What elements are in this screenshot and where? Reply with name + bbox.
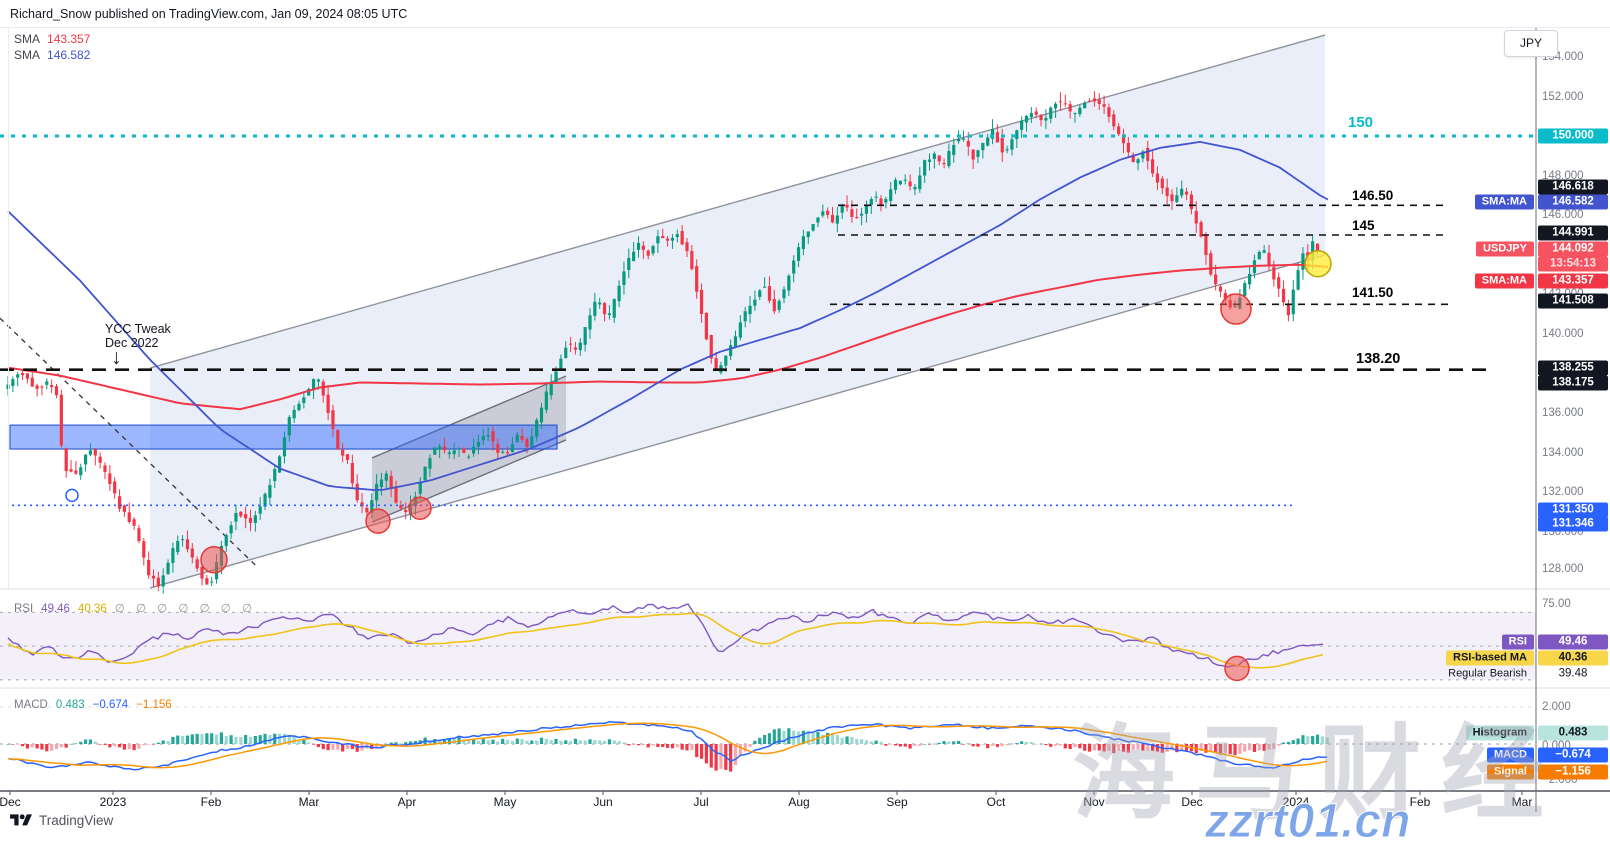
macd-hist-value: 0.483 [55, 699, 85, 711]
time-axis-tick: 2024 [1282, 795, 1310, 809]
time-axis-tick: Oct [986, 795, 1006, 809]
macd-legend[interactable]: MACD 0.483 −0.674 −1.156 [14, 699, 180, 711]
macd-pane[interactable] [0, 688, 1536, 791]
rsi-legend[interactable]: RSI 49.46 40.36 ∅ ∅ ∅ ∅ ∅ ∅ ∅ [14, 601, 264, 615]
price-level-label: 150 [1348, 114, 1374, 131]
tradingview-brand-text: TradingView [39, 813, 114, 828]
sma2-value: 146.582 [47, 48, 91, 62]
sma-legend: SMA 143.357 SMA 146.582 [14, 31, 90, 63]
price-axis-value-label: 39.48 [1558, 667, 1588, 680]
down-arrow-icon: ↓ [111, 346, 122, 369]
time-axis-tick: Jun [593, 795, 613, 809]
rsi-empty-values: ∅ ∅ ∅ ∅ ∅ ∅ ∅ [114, 603, 257, 615]
sma1-value: 143.357 [47, 32, 91, 46]
time-axis-tick: Apr [397, 795, 417, 809]
price-axis-value-label: 141.508 [1538, 293, 1608, 309]
price-axis-value-label: 13:54:13 [1538, 256, 1608, 272]
price-level-label: 138.20 [1356, 350, 1401, 367]
sma-blue-legend-row[interactable]: SMA 146.582 [14, 47, 90, 63]
series-name-label: Regular Bearish [1448, 667, 1527, 680]
price-axis-value-label: 0.483 [1538, 725, 1608, 741]
price-axis-tick: 136.000 [1542, 407, 1584, 419]
time-axis-tick: Mar [1511, 795, 1533, 809]
price-axis-value-label: 40.36 [1538, 650, 1608, 666]
sma-red-legend-row[interactable]: SMA 143.357 [14, 31, 90, 47]
price-level-label: 146.50 [1352, 188, 1394, 204]
price-axis-value-label: −0.674 [1538, 747, 1608, 763]
price-level-label: 141.50 [1352, 285, 1394, 301]
ycc-annotation: YCC Tweak Dec 2022 ↓ [105, 322, 171, 369]
price-axis-value-label: 131.346 [1538, 516, 1608, 532]
price-axis-tick: 140.000 [1542, 328, 1584, 340]
time-axis-tick: Feb [1409, 795, 1431, 809]
price-axis-value-label: 144.991 [1538, 225, 1608, 241]
macd-legend-name: MACD [14, 699, 48, 711]
price-level-label: 145 [1352, 218, 1375, 233]
series-name-label: USDJPY [1475, 241, 1534, 257]
price-axis-tick: 2.000 [1542, 701, 1571, 713]
price-axis-tick: 75.00 [1542, 598, 1571, 610]
tradingview-footer[interactable]: TradingView [10, 812, 113, 829]
price-axis-value-label: −1.156 [1538, 764, 1608, 780]
macd-line-value: −0.674 [92, 699, 129, 711]
price-axis-tick: 128.000 [1542, 563, 1584, 575]
price-axis-value-label: 144.092 [1538, 241, 1608, 257]
time-axis-tick: Sep [886, 795, 908, 809]
series-name-label: RSI [1501, 634, 1534, 650]
ycc-annotation-line1: YCC Tweak [105, 322, 171, 336]
sma2-label: SMA [14, 48, 41, 62]
time-axis-tick: 2023 [99, 795, 127, 809]
price-axis-tick: 146.000 [1542, 209, 1584, 221]
price-axis-value-label: 143.357 [1538, 273, 1608, 289]
time-axis-tick: Dec [1181, 795, 1203, 809]
rsi-ma-value: 40.36 [77, 603, 107, 615]
time-axis-tick: Aug [788, 795, 810, 809]
time-axis-tick: Feb [200, 795, 222, 809]
price-axis-value-label: 49.46 [1538, 634, 1608, 650]
price-axis-tick: 134.000 [1542, 447, 1584, 459]
time-axis-tick: Jul [693, 795, 709, 809]
time-axis-tick: Nov [1083, 795, 1105, 809]
publish-caption: Richard_Snow published on TradingView.co… [10, 7, 408, 21]
main-price-pane[interactable] [0, 28, 1536, 589]
time-axis-tick: Mar [298, 795, 320, 809]
price-axis-tick: 148.000 [1542, 170, 1584, 182]
series-name-label: SMA:MA [1474, 194, 1534, 210]
price-axis-tick: 132.000 [1542, 486, 1584, 498]
currency-button[interactable]: JPY [1504, 30, 1558, 57]
ycc-annotation-line2: Dec 2022 [105, 336, 159, 350]
tradingview-logo-icon [10, 814, 32, 826]
price-axis-value-label: 138.175 [1538, 375, 1608, 391]
price-axis-value-label: 146.618 [1538, 179, 1608, 195]
series-name-label: Histogram [1465, 725, 1534, 741]
series-name-label: Signal [1486, 764, 1534, 780]
price-axis-value-label: 150.000 [1538, 128, 1608, 144]
sma1-label: SMA [14, 32, 41, 46]
series-name-label: SMA:MA [1474, 273, 1534, 289]
rsi-legend-name: RSI [14, 603, 34, 615]
time-axis-tick: Dec [0, 795, 21, 809]
price-axis-value-label: 131.350 [1538, 502, 1608, 518]
time-axis-tick: May [493, 795, 517, 809]
rsi-legend-value: 49.46 [41, 603, 70, 615]
price-axis-value-label: 146.582 [1538, 194, 1608, 210]
series-name-label: MACD [1487, 747, 1534, 763]
price-axis-tick: 152.000 [1542, 91, 1584, 103]
price-axis-value-label: 138.255 [1538, 360, 1608, 376]
series-name-label: RSI-based MA [1446, 650, 1534, 666]
macd-signal-value: −1.156 [136, 699, 172, 711]
